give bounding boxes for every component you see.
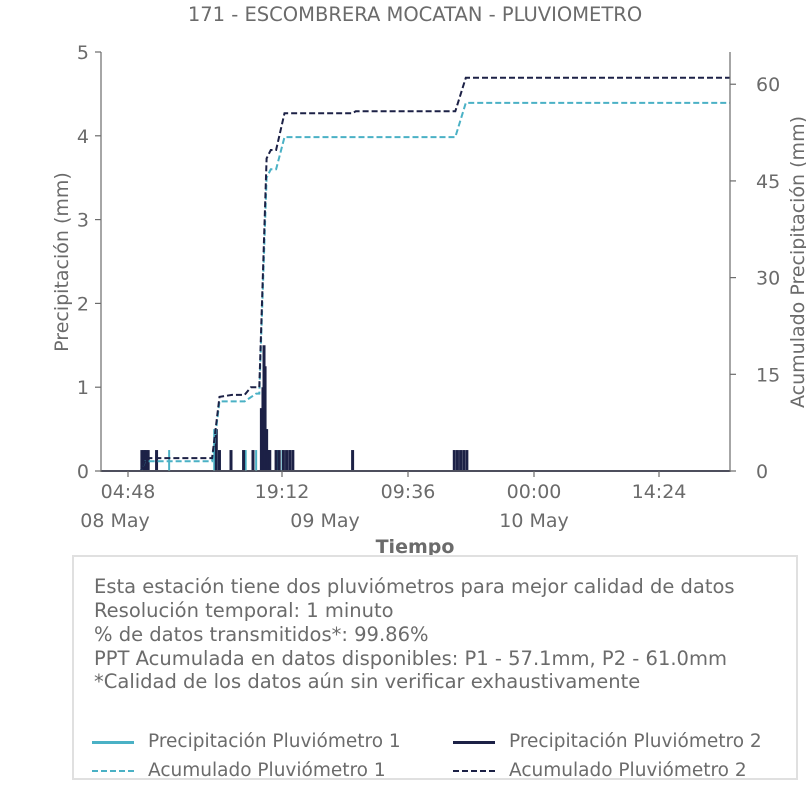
y-right-tick-label-3: 45 bbox=[756, 171, 780, 193]
info-line-4: PPT Acumulada en datos disponibles: P1 -… bbox=[94, 647, 727, 670]
series-p1-acumulado-line bbox=[101, 101, 730, 472]
info-line-1: Esta estación tiene dos pluviómetros par… bbox=[94, 575, 735, 598]
x-tick-time-label-1: 19:12 bbox=[255, 481, 310, 503]
legend-label-p2-precip: Precipitación Pluviómetro 2 bbox=[509, 731, 762, 752]
y-left-tick-label-0: 0 bbox=[77, 461, 89, 483]
y-left-tick-label-5: 5 bbox=[77, 42, 89, 64]
x-tick-time-label-4: 14:24 bbox=[632, 481, 687, 503]
legend-label-p1-precip: Precipitación Pluviómetro 1 bbox=[148, 731, 401, 752]
y-left-tick-label-2: 2 bbox=[77, 293, 89, 315]
y-right-tick-label-1: 15 bbox=[756, 364, 780, 386]
y-axis-left-label: Precipitación (mm) bbox=[51, 172, 73, 352]
x-tick-date-label-1: 09 May bbox=[290, 510, 360, 532]
precipitation-chart: 171 - ESCOMBRERA MOCATAN - PLUVIOMETRO 0… bbox=[51, 3, 806, 558]
x-tick-time-label-0: 04:48 bbox=[101, 481, 156, 503]
info-line-5: *Calidad de los datos aún sin verificar … bbox=[94, 670, 641, 693]
y-left-tick-label-3: 3 bbox=[77, 210, 89, 232]
x-tick-date-label-3: 10 May bbox=[499, 510, 569, 532]
info-line-3: % de datos transmitidos*: 99.86% bbox=[94, 623, 429, 646]
y-right-tick-label-4: 60 bbox=[756, 74, 780, 96]
legend-swatch-p1-precip bbox=[92, 741, 134, 744]
legend-label-p1-acum: Acumulado Pluviómetro 1 bbox=[148, 760, 386, 781]
y-right-tick-label-2: 30 bbox=[756, 268, 780, 290]
chart-title: 171 - ESCOMBRERA MOCATAN - PLUVIOMETRO bbox=[188, 3, 642, 26]
legend-swatch-p2-precip bbox=[453, 741, 495, 744]
y-right-tick-label-0: 0 bbox=[756, 461, 768, 483]
y-left-tick-label-1: 1 bbox=[77, 377, 89, 399]
y-axis-right-label: Acumulado Precipitación (mm) bbox=[787, 116, 806, 408]
legend-label-p2-acum: Acumulado Pluviómetro 2 bbox=[509, 760, 747, 781]
info-legend-box: Esta estación tiene dos pluviómetros par… bbox=[72, 555, 798, 781]
x-tick-date-label-0: 08 May bbox=[80, 510, 150, 532]
plot-area bbox=[101, 76, 730, 472]
legend-swatch-p2-acum bbox=[453, 770, 495, 772]
x-tick-time-label-2: 09:36 bbox=[381, 481, 436, 503]
y-left-tick-label-4: 4 bbox=[77, 126, 89, 148]
legend-swatch-p1-acum bbox=[92, 770, 134, 772]
x-axis-label: Tiempo bbox=[376, 536, 455, 558]
x-tick-time-label-3: 00:00 bbox=[507, 481, 562, 503]
info-line-2: Resolución temporal: 1 minuto bbox=[94, 599, 394, 622]
series-p2-acumulado-line bbox=[101, 76, 730, 472]
